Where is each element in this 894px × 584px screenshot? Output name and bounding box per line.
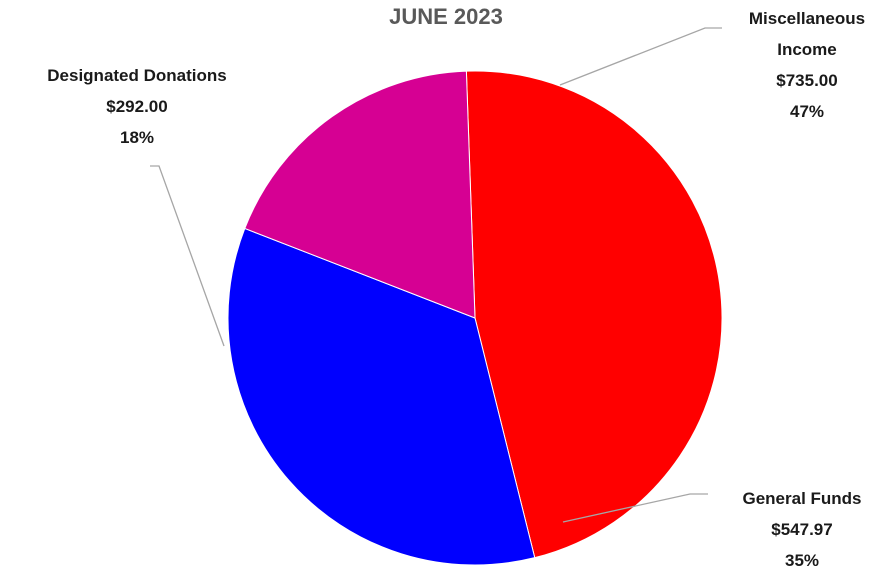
data-label-value: $547.97: [771, 520, 832, 539]
leader-line-general-funds: [562, 493, 708, 523]
data-label-name: General Funds: [742, 489, 861, 508]
data-label-percent: 35%: [785, 551, 819, 570]
leader-line-designated-donations: [150, 165, 225, 347]
chart-title: JUNE 2023: [389, 4, 503, 29]
data-label-general-funds: General Funds $547.97 35%: [742, 489, 861, 570]
data-label-miscellaneous-income: Miscellaneous Income $735.00 47%: [749, 9, 865, 121]
data-label-percent: 18%: [120, 128, 154, 147]
data-labels: Miscellaneous Income $735.00 47% General Fun…: [47, 9, 865, 570]
leader-line-miscellaneous-income: [559, 27, 722, 86]
data-label-name: Income: [777, 40, 837, 59]
pie-slices: [227, 70, 723, 566]
pie-slice-miscellaneous-income: [465, 70, 723, 559]
leader-lines: [150, 27, 722, 523]
data-label-value: $292.00: [106, 97, 167, 116]
data-label-designated-donations: Designated Donations $292.00 18%: [47, 66, 226, 147]
pie-slice-designated-donations: [244, 70, 476, 319]
data-label-value: $735.00: [776, 71, 837, 90]
data-label-percent: 47%: [790, 102, 824, 121]
pie-slice-general-funds: [227, 227, 536, 566]
data-label-name: Miscellaneous: [749, 9, 865, 28]
data-label-name: Designated Donations: [47, 66, 226, 85]
